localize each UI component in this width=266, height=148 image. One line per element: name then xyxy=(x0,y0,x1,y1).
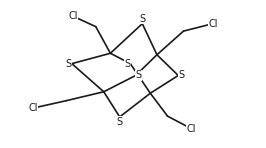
Text: Cl: Cl xyxy=(28,103,38,113)
Text: Cl: Cl xyxy=(187,124,196,134)
Text: S: S xyxy=(66,59,72,69)
Text: S: S xyxy=(178,70,184,81)
Text: S: S xyxy=(124,59,130,69)
Text: S: S xyxy=(139,14,146,24)
Text: S: S xyxy=(136,70,142,81)
Text: Cl: Cl xyxy=(208,19,218,29)
Text: S: S xyxy=(117,117,123,127)
Text: Cl: Cl xyxy=(68,11,78,21)
